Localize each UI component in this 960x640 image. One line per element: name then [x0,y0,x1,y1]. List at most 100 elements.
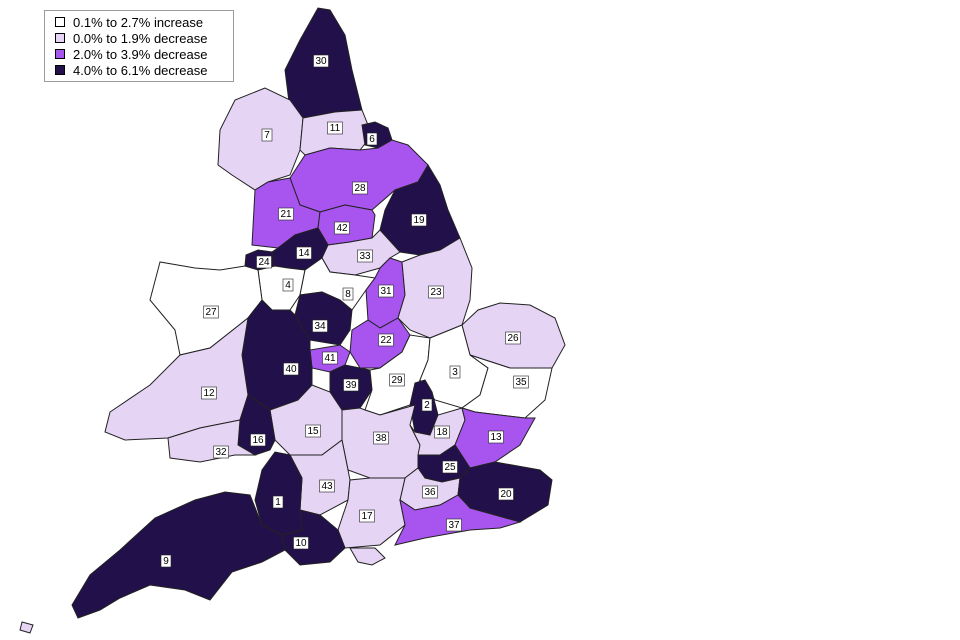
region-label-text: 20 [500,489,512,500]
region-label-text: 18 [436,427,448,438]
legend-swatch-medium-decrease [55,49,65,59]
region-label-text: 2 [424,400,430,411]
region-label-41: 41 [322,351,338,365]
region-label-16: 16 [250,433,266,447]
region-1 [254,451,303,536]
region-label-39: 39 [343,378,359,392]
region-label-text: 23 [430,287,442,298]
region-9 [71,491,286,619]
region-label-text: 35 [515,377,527,388]
region-label-30: 30 [313,54,329,68]
region-label-box [312,319,328,333]
legend-item-large-decrease: 4.0% to 6.1% decrease [55,62,233,78]
legend-item-increase: 0.1% to 2.7% increase [55,14,233,30]
region-label-box [261,128,273,142]
region-label-27: 27 [203,305,219,319]
region-label-text: 3 [452,367,458,378]
region-label-text: 17 [361,511,373,522]
region-35 [460,354,553,419]
region-label-text: 33 [359,251,371,262]
region-label-text: 7 [264,130,270,141]
region-label-34: 34 [312,319,328,333]
region-label-box [373,431,389,445]
region-label-6: 6 [366,132,378,146]
region-label-24: 24 [256,255,272,269]
region-label-text: 30 [315,56,327,67]
region-label-box [352,181,368,195]
region-label-11: 11 [327,121,343,135]
region-label-text: 16 [252,435,264,446]
region-label-32: 32 [213,445,229,459]
region-19 [379,164,461,256]
region-label-36: 36 [422,485,438,499]
region-label-43: 43 [319,479,335,493]
region-scilly [19,621,34,634]
region-iow [349,547,386,566]
region-label-21: 21 [278,207,294,221]
region-label-14: 14 [296,246,312,260]
region-label-text: 36 [424,487,436,498]
region-label-42: 42 [334,221,350,235]
legend-swatch-large-decrease [55,65,65,75]
legend-label-large-decrease: 4.0% to 6.1% decrease [73,62,208,78]
region-label-text: 43 [321,481,333,492]
region-label-2: 2 [421,398,433,412]
region-label-box [434,425,450,439]
region-label-box [319,479,335,493]
region-label-box [449,365,461,379]
region-label-box [442,460,458,474]
region-label-text: 19 [413,215,425,226]
region-label-box [389,373,405,387]
region-label-22: 22 [378,333,394,347]
region-label-15: 15 [305,424,321,438]
region-label-box [357,249,373,263]
region-label-box [513,375,529,389]
region-label-text: 40 [285,364,297,375]
region-label-text: 8 [345,289,351,300]
region-label-20: 20 [498,487,514,501]
region-label-1: 1 [272,495,284,509]
region-label-box [313,54,329,68]
region-label-box [282,278,294,292]
region-label-text: 32 [215,447,227,458]
region-label-box [334,221,350,235]
region-label-text: 26 [507,333,519,344]
map-legend: 0.1% to 2.7% increase 0.0% to 1.9% decre… [44,10,234,82]
region-label-8: 8 [342,287,354,301]
region-label-33: 33 [357,249,373,263]
region-label-text: 6 [369,134,375,145]
region-label-28: 28 [352,181,368,195]
legend-swatch-increase [55,17,65,27]
region-label-box [250,433,266,447]
region-label-box [160,554,172,568]
region-label-text: 29 [391,375,403,386]
region-label-box [498,487,514,501]
region-label-text: 42 [336,223,348,234]
region-label-10: 10 [293,536,309,550]
region-label-box [446,518,462,532]
region-label-23: 23 [428,285,444,299]
legend-item-medium-decrease: 2.0% to 3.9% decrease [55,46,233,62]
region-32 [167,419,257,463]
region-label-box [359,509,375,523]
legend-label-medium-decrease: 2.0% to 3.9% decrease [73,46,208,62]
region-label-text: 9 [163,556,169,567]
region-label-box [342,287,354,301]
region-label-box [296,246,312,260]
region-label-box [305,424,321,438]
region-label-text: 27 [205,307,217,318]
region-label-text: 12 [203,388,215,399]
region-label-box [203,305,219,319]
region-label-text: 41 [324,353,336,364]
region-label-box [411,213,427,227]
region-label-19: 19 [411,213,427,227]
region-label-text: 25 [444,462,456,473]
region-label-text: 24 [258,257,270,268]
region-label-26: 26 [505,331,521,345]
region-label-18: 18 [434,425,450,439]
legend-label-increase: 0.1% to 2.7% increase [73,14,204,30]
region-label-13: 13 [488,430,504,444]
region-label-29: 29 [389,373,405,387]
region-label-box [272,495,284,509]
